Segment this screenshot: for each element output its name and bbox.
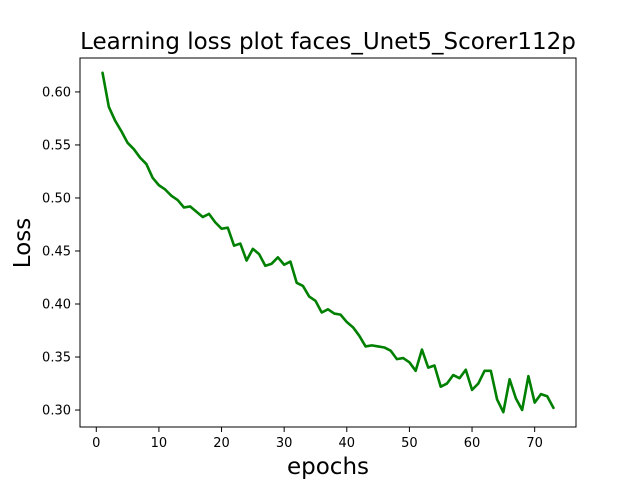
x-tick-label: 70: [526, 436, 543, 451]
x-axis-label: epochs: [287, 454, 369, 480]
plot-frame: [79, 57, 577, 428]
y-tick-label: 0.35: [42, 351, 71, 366]
y-tick-label: 0.40: [42, 298, 71, 313]
y-axis-label: Loss: [10, 218, 36, 268]
x-tick-label: 60: [464, 436, 481, 451]
x-tick-label: 0: [92, 436, 100, 451]
chart-title: Learning loss plot faces_Unet5_Scorer112…: [80, 29, 576, 55]
y-tick-label: 0.30: [42, 404, 71, 419]
y-tick-label: 0.55: [42, 138, 71, 153]
x-tick-label: 50: [401, 436, 418, 451]
y-tick-label: 0.45: [42, 244, 71, 259]
x-tick-label: 40: [339, 436, 356, 451]
series-line-loss: [101, 71, 555, 414]
x-tick-label: 20: [213, 436, 230, 451]
x-tick-label: 30: [276, 436, 293, 451]
x-tick-label: 10: [151, 436, 168, 451]
y-tick-label: 0.60: [42, 85, 71, 100]
y-tick-label: 0.50: [42, 191, 71, 206]
